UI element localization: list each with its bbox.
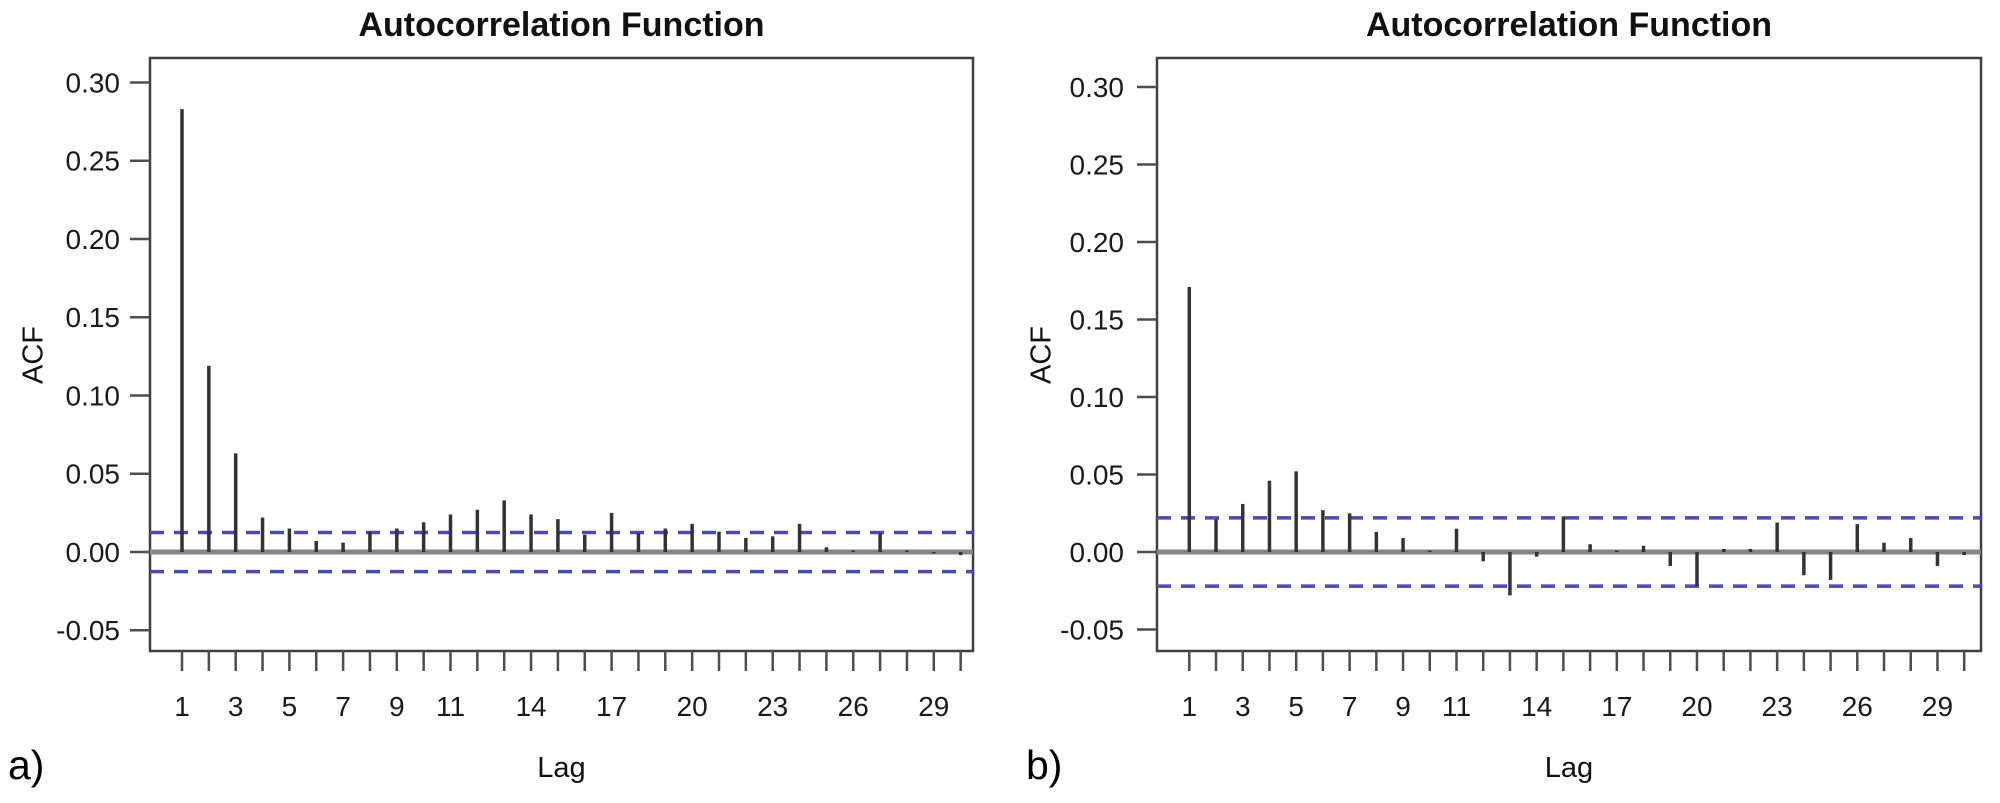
y-axis-label-a: ACF [17,326,50,384]
panel-b: 0.30 0.25 0.20 0.15 0.10 0.05 0.00 -0.05 1 3 5 7 9 11… [1000,0,2000,803]
x-tick-label: 3 [228,691,244,722]
x-tick-label: 3 [1235,691,1251,722]
x-tick-label: 11 [1442,691,1471,722]
y-tick-label: 0.15 [1070,304,1125,335]
x-tick-label: 26 [838,691,869,722]
panel-a: 0.30 0.25 0.20 0.15 0.10 0.05 0.00 -0.05 1 3 5 7 9 11… [8,6,975,788]
x-axis-label-b: Lag [1544,752,1594,784]
x-tick-label: 14 [515,691,546,722]
y-tick-label: 0.10 [1070,382,1125,413]
y-tick-label: 0.10 [66,380,121,411]
panel-letter-a: a) [8,742,45,788]
x-tick-label: 17 [1601,691,1632,722]
x-tick-label: 11 [436,691,465,722]
y-tick-label: 0.00 [1070,537,1125,568]
x-tick-label: 20 [677,691,708,722]
panel-letter-b: b) [1026,742,1063,788]
x-tick-label: 7 [335,691,351,722]
chart-title-a: Autocorrelation Function [358,6,765,44]
y-tick-label: 0.00 [66,537,121,568]
x-tick-label: 5 [282,691,298,722]
plot-box [1155,56,1983,653]
y-tick-label: 0.20 [1070,227,1125,258]
plot-box [148,56,975,653]
acf-plot-b: 0.30 0.25 0.20 0.15 0.10 0.05 0.00 -0.05 1 3 5 7 9 11… [1060,56,1983,722]
y-tick-label: 0.20 [66,224,121,255]
y-tick-label: 0.15 [66,302,121,333]
x-tick-label: 17 [596,691,627,722]
y-axis-label-b: ACF [1025,326,1058,384]
y-tick-label: 0.05 [66,459,121,490]
y-tick-label: -0.05 [56,615,120,646]
x-tick-label: 23 [757,691,788,722]
x-tick-label: 29 [918,691,949,722]
acf-plot-a: 0.30 0.25 0.20 0.15 0.10 0.05 0.00 -0.05 1 3 5 7 9 11… [56,56,975,722]
chart-title-b: Autocorrelation Function [1365,6,1773,44]
x-tick-label: 29 [1922,691,1953,722]
x-tick-label: 1 [1182,691,1198,722]
x-tick-label: 1 [174,691,190,722]
y-tick-label: 0.05 [1070,459,1125,490]
y-tick-label: 0.25 [66,146,121,177]
y-tick-label: 0.25 [1070,149,1125,180]
y-tick-label: 0.30 [66,67,121,98]
x-tick-label: 20 [1681,691,1712,722]
x-tick-label: 5 [1288,691,1304,722]
x-tick-label: 23 [1762,691,1793,722]
x-tick-label: 26 [1842,691,1873,722]
x-tick-label: 9 [1395,691,1411,722]
y-tick-label: 0.30 [1070,72,1125,103]
x-tick-label: 14 [1521,691,1552,722]
y-tick-label: -0.05 [1060,614,1124,645]
x-tick-label: 7 [1342,691,1358,722]
x-tick-label: 9 [389,691,405,722]
x-axis-label-a: Lag [537,752,586,784]
